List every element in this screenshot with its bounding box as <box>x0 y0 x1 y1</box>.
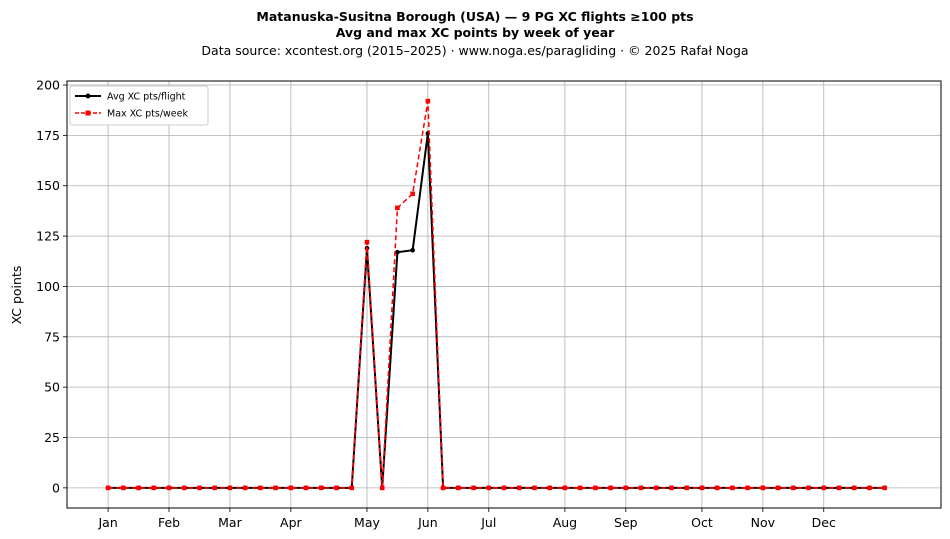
x-tick-label: Mar <box>218 515 242 530</box>
point-max <box>197 485 202 491</box>
point-max <box>273 485 278 491</box>
point-max <box>410 191 415 197</box>
point-max <box>699 485 705 491</box>
chart-title-line2: Avg and max XC points by week of year <box>336 25 615 40</box>
x-tick-label: Jul <box>480 515 496 530</box>
y-tick-label: 75 <box>44 329 60 344</box>
x-axis-ticks: Jan Feb Mar Apr May Jun Jul Aug Sep Oct Nov Dec <box>97 508 836 530</box>
point-max <box>745 485 750 491</box>
point-max <box>867 485 872 491</box>
point-avg <box>395 249 400 255</box>
point-max <box>258 485 263 491</box>
y-tick-label: 100 <box>36 279 60 294</box>
point-max <box>105 485 111 491</box>
point-max <box>227 485 233 491</box>
y-tick-label: 200 <box>36 78 60 93</box>
point-max <box>547 485 552 491</box>
point-max <box>471 485 476 491</box>
grid <box>67 81 941 508</box>
point-max <box>882 485 887 491</box>
legend-avg-marker <box>85 93 91 99</box>
point-max <box>730 485 735 491</box>
series-line-1 <box>108 100 885 489</box>
legend-max-label: Max XC pts/week <box>107 109 188 120</box>
point-max <box>212 485 217 491</box>
y-tick-label: 0 <box>52 480 60 495</box>
point-max <box>181 485 187 491</box>
point-max <box>791 485 796 491</box>
point-max <box>425 98 431 104</box>
legend: Avg XC pts/flight Max XC pts/week <box>69 85 209 126</box>
point-max <box>532 485 537 491</box>
y-tick-label: 25 <box>44 430 60 445</box>
x-tick-label: Jan <box>97 515 117 530</box>
point-max <box>775 485 781 491</box>
y-tick-label: 150 <box>36 178 60 193</box>
point-max <box>288 485 294 491</box>
y-axis-label: XC points <box>9 266 24 325</box>
point-max <box>334 485 339 491</box>
x-tick-label: Apr <box>280 515 302 530</box>
x-tick-label: Aug <box>553 515 577 530</box>
series-layer <box>105 98 887 491</box>
point-max <box>440 485 446 491</box>
legend-avg-label: Avg XC pts/flight <box>107 92 186 103</box>
point-max <box>303 485 309 491</box>
x-tick-label: Dec <box>812 515 836 530</box>
point-max <box>851 485 857 491</box>
plot-frame <box>66 80 942 509</box>
point-max <box>760 485 766 491</box>
point-max <box>318 485 324 491</box>
point-max <box>821 485 827 491</box>
x-tick-label: Nov <box>751 515 776 530</box>
point-max <box>623 485 629 491</box>
point-max <box>638 485 644 491</box>
chart-subtitle: Data source: xcontest.org (2015–2025) · … <box>201 43 748 58</box>
point-avg <box>410 247 415 253</box>
y-tick-label: 175 <box>36 128 60 143</box>
x-tick-label: Sep <box>614 515 638 530</box>
point-max <box>121 485 126 491</box>
point-max <box>486 485 492 491</box>
chart-title-line1: Matanuska-Susitna Borough (USA) — 9 PG X… <box>256 9 693 24</box>
point-max <box>577 485 583 491</box>
point-max <box>242 485 248 491</box>
point-max <box>608 485 613 491</box>
x-tick-label: May <box>354 515 380 530</box>
point-max <box>669 485 674 491</box>
y-tick-label: 50 <box>44 380 60 395</box>
point-max <box>395 205 400 211</box>
point-max <box>806 485 811 491</box>
point-max <box>714 485 720 491</box>
y-tick-label: 125 <box>36 229 60 244</box>
point-max <box>653 485 659 491</box>
point-max <box>501 485 507 491</box>
point-max <box>379 485 385 491</box>
x-tick-label: Jun <box>417 515 438 530</box>
x-tick-label: Oct <box>691 515 713 530</box>
point-max <box>593 485 598 491</box>
legend-max-marker <box>85 110 91 116</box>
point-max <box>364 239 370 245</box>
point-max <box>349 485 355 491</box>
legend-box <box>69 85 209 126</box>
point-max <box>516 485 522 491</box>
point-max <box>836 485 842 491</box>
x-tick-label: Feb <box>158 515 180 530</box>
point-max <box>166 485 172 491</box>
point-max <box>136 485 141 491</box>
point-max <box>562 485 568 491</box>
point-max <box>456 485 461 491</box>
point-max <box>151 485 157 491</box>
series-line-0 <box>108 132 885 489</box>
point-max <box>684 485 690 491</box>
y-axis-ticks: 0 25 50 75 100 125 150 175 200 <box>36 78 67 495</box>
